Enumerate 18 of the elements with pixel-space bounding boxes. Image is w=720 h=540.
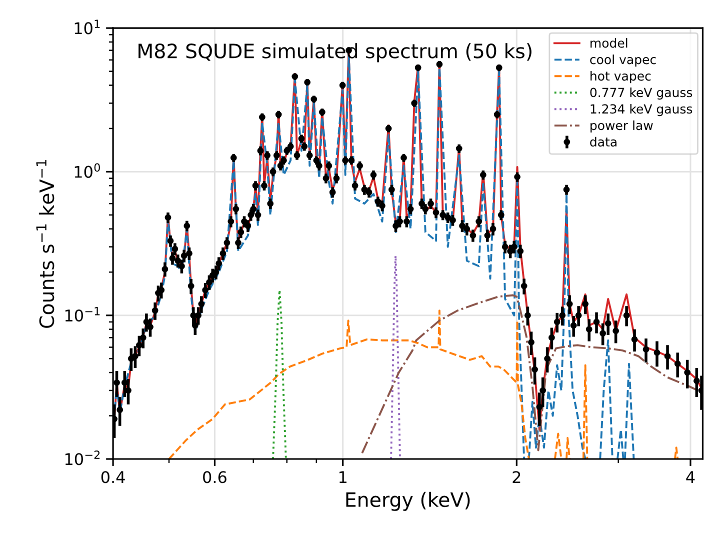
- x-axis-title: Energy (keV): [346, 492, 470, 511]
- y-tick-label: 10$^{1}$: [74, 20, 100, 34]
- x-tick-label: 0.6: [203, 471, 226, 484]
- legend-label: power law: [590, 120, 653, 133]
- x-tick-label: 1: [340, 471, 346, 483]
- y-tick-label: 10$^{−2}$: [65, 450, 100, 466]
- legend-label: data: [590, 136, 616, 147]
- y-tick-label: 10$^{0}$: [74, 163, 100, 178]
- legend-label: cool vapec: [590, 54, 656, 67]
- y-axis-title: Counts s$^{−1}$ keV$^{−1}$: [36, 160, 54, 328]
- x-tick-label: 2: [512, 471, 520, 483]
- y-tick-label: 10$^{−1}$: [65, 307, 100, 322]
- legend-label: hot vapec: [590, 71, 651, 84]
- x-tick-label: 4: [686, 471, 695, 483]
- legend-label: 0.777 keV gauss: [590, 88, 692, 100]
- x-tick-label: 0.4: [101, 471, 125, 484]
- legend-label: model: [590, 38, 628, 48]
- legend-label: 1.234 keV gauss: [590, 104, 692, 116]
